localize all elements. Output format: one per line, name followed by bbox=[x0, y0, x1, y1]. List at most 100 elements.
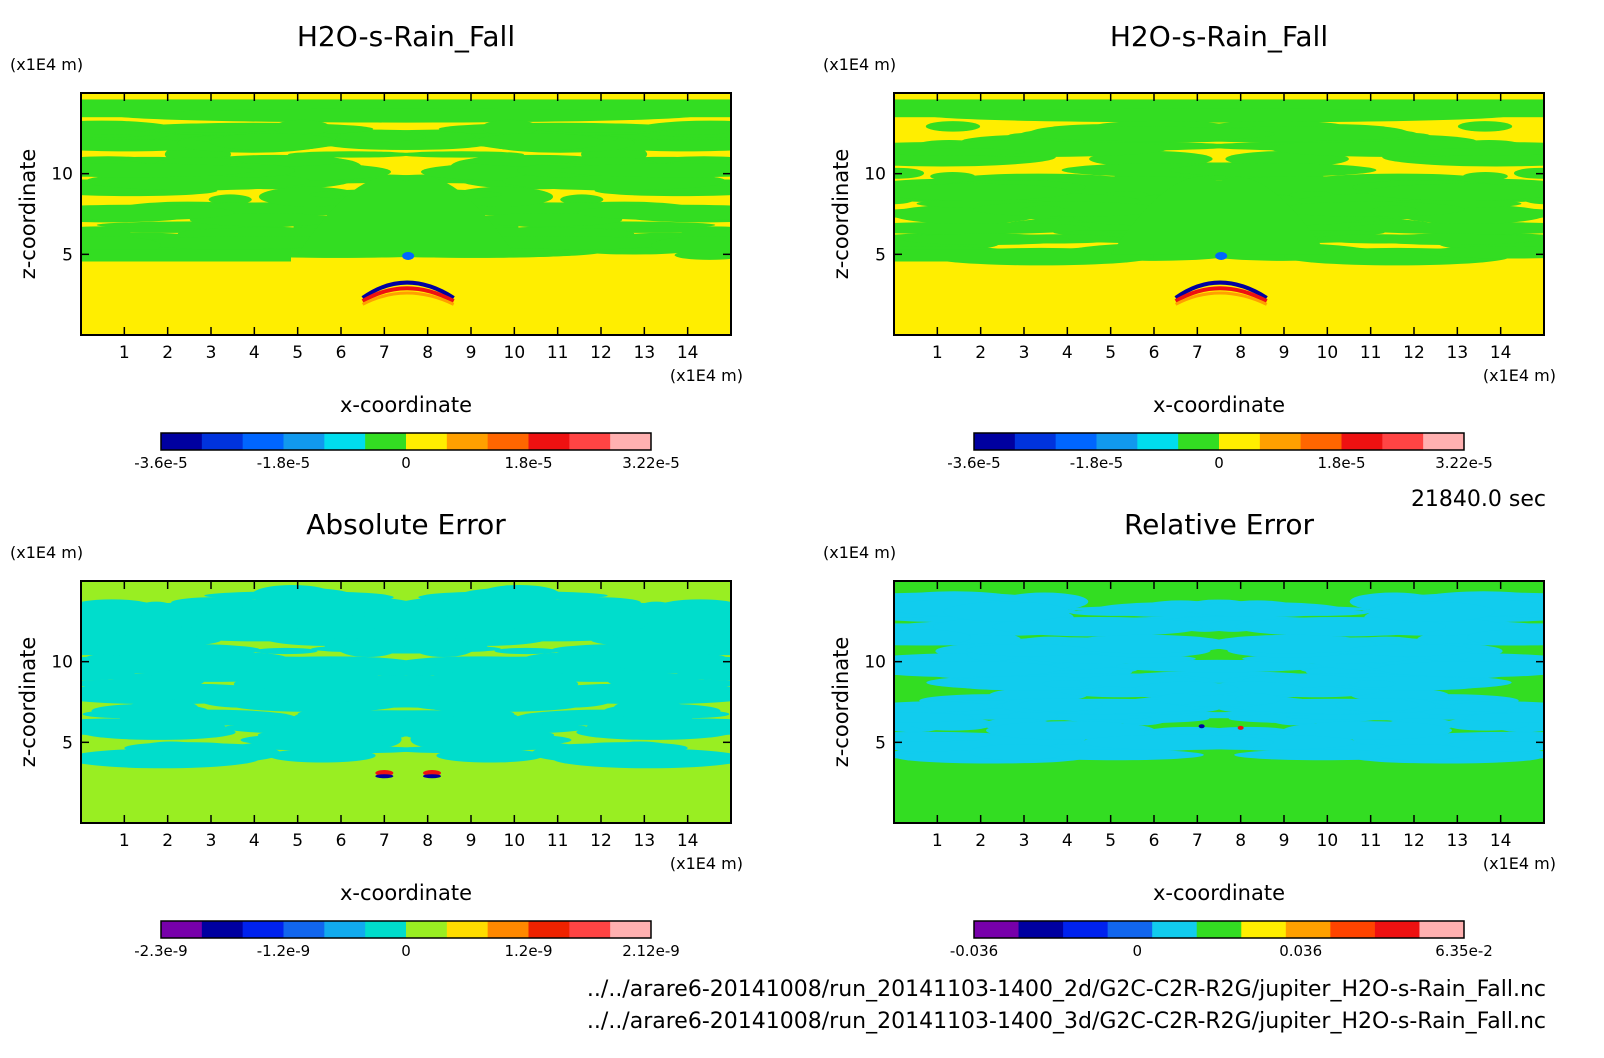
y-tick-label: 10 bbox=[864, 165, 886, 185]
y-axis-label: z-coordinate bbox=[829, 149, 853, 280]
field-band bbox=[1348, 221, 1544, 235]
x-tick-label: 14 bbox=[677, 343, 699, 363]
x-tick-label: 14 bbox=[677, 831, 699, 851]
colorbar-swatch bbox=[365, 433, 407, 450]
colorbar-tick-label: -2.3e-9 bbox=[134, 942, 187, 960]
field-band bbox=[551, 643, 731, 657]
field-band bbox=[481, 119, 539, 136]
colorbar-frame bbox=[160, 920, 652, 939]
field-band bbox=[1377, 660, 1544, 678]
colorbar-swatch bbox=[1096, 433, 1138, 450]
field-band bbox=[531, 743, 652, 763]
field-band bbox=[1042, 680, 1090, 688]
field-band bbox=[925, 121, 981, 132]
field-band bbox=[81, 643, 261, 657]
colorbar-swatch bbox=[1014, 433, 1057, 450]
x-tick-label: 8 bbox=[422, 831, 433, 851]
colorbar-tick-label: 0 bbox=[1133, 942, 1143, 960]
field-band bbox=[451, 708, 515, 721]
x-tick-label: 13 bbox=[634, 831, 656, 851]
field-band bbox=[1348, 680, 1396, 688]
colorbar-swatch bbox=[610, 921, 652, 938]
x-tick-label: 9 bbox=[466, 343, 477, 363]
field-band bbox=[965, 644, 1089, 657]
colorbar-swatch bbox=[446, 921, 489, 938]
field-band bbox=[894, 148, 1025, 156]
field-band bbox=[674, 721, 718, 734]
field-band bbox=[675, 661, 731, 681]
field-band bbox=[1027, 749, 1204, 761]
x-tick-label: 2 bbox=[162, 831, 173, 851]
field-band bbox=[1368, 233, 1536, 246]
error-spot-red bbox=[1237, 725, 1244, 730]
field-band bbox=[902, 233, 1070, 246]
field-band bbox=[151, 671, 224, 680]
field-band bbox=[336, 131, 426, 142]
colorbar-swatch bbox=[1374, 921, 1420, 938]
field-band bbox=[1234, 749, 1411, 761]
x-tick-label: 6 bbox=[336, 831, 347, 851]
y-unit-label: (x1E4 m) bbox=[10, 55, 83, 74]
y-unit-label: (x1E4 m) bbox=[823, 55, 896, 74]
colorbar-tick-label: 0.036 bbox=[1279, 942, 1322, 960]
colorbar-swatch bbox=[406, 433, 448, 450]
field-band bbox=[410, 733, 572, 747]
field-band bbox=[930, 172, 976, 181]
y-tick-label: 5 bbox=[875, 733, 886, 753]
x-tick-label: 3 bbox=[1019, 831, 1030, 851]
field-band bbox=[1463, 712, 1544, 723]
field-band bbox=[136, 655, 220, 668]
colorbar-swatch bbox=[1055, 433, 1097, 450]
field-band bbox=[1235, 616, 1446, 637]
field-band bbox=[81, 679, 193, 689]
field-band bbox=[1367, 183, 1544, 201]
field-band bbox=[276, 686, 340, 695]
colorbar-tick-label: 1.8e-5 bbox=[1317, 454, 1365, 472]
colorbar-tick-label: 3.22e-5 bbox=[622, 454, 680, 472]
field-band bbox=[1019, 205, 1068, 218]
field-band bbox=[81, 163, 255, 178]
field-band bbox=[268, 748, 376, 763]
field-band bbox=[973, 201, 1162, 217]
colorbar-frame bbox=[973, 920, 1465, 939]
left-shelf bbox=[894, 249, 1104, 262]
x-tick-label: 4 bbox=[1062, 343, 1073, 363]
colorbar-swatch bbox=[1137, 433, 1179, 450]
field-band bbox=[344, 663, 467, 676]
x-tick-label: 7 bbox=[379, 831, 390, 851]
x-unit-label: (x1E4 m) bbox=[1483, 366, 1556, 385]
field-band bbox=[650, 236, 731, 255]
colorbar-tick-label: 0 bbox=[401, 942, 411, 960]
error-spot-dark bbox=[1198, 724, 1205, 729]
colorbar-swatch bbox=[283, 433, 325, 450]
field-band bbox=[1135, 681, 1239, 697]
field-band bbox=[1062, 634, 1231, 654]
plot-frame bbox=[80, 580, 732, 824]
x-tick-label: 4 bbox=[1062, 831, 1073, 851]
colorbar-tick-label: 1.2e-9 bbox=[504, 942, 552, 960]
y-axis-label: z-coordinate bbox=[16, 637, 40, 768]
field-band bbox=[1513, 167, 1544, 179]
colorbar-swatch bbox=[569, 433, 611, 450]
field-band bbox=[986, 721, 1155, 740]
x-tick-label: 11 bbox=[547, 831, 569, 851]
field-band bbox=[894, 183, 1071, 201]
x-tick-label: 8 bbox=[422, 343, 433, 363]
field-band bbox=[1417, 633, 1475, 646]
left-shelf bbox=[81, 249, 291, 262]
field-band bbox=[528, 123, 676, 133]
field-band bbox=[619, 679, 731, 689]
colorbar-swatch bbox=[1285, 921, 1331, 938]
error-spot-right-dark bbox=[423, 774, 441, 779]
field-band bbox=[894, 712, 975, 723]
x-unit-label: (x1E4 m) bbox=[670, 366, 743, 385]
colorbar-tick-label: -1.2e-9 bbox=[257, 942, 310, 960]
x-unit-label: (x1E4 m) bbox=[670, 854, 743, 873]
x-tick-label: 13 bbox=[1447, 831, 1469, 851]
colorbar-swatch bbox=[1178, 433, 1220, 450]
x-tick-label: 10 bbox=[1317, 831, 1339, 851]
colorbar-tick-label: 1.8e-5 bbox=[504, 454, 552, 472]
field-band bbox=[436, 748, 544, 763]
x-tick-label: 7 bbox=[379, 343, 390, 363]
colorbar-tick-label: -1.8e-5 bbox=[257, 454, 310, 472]
